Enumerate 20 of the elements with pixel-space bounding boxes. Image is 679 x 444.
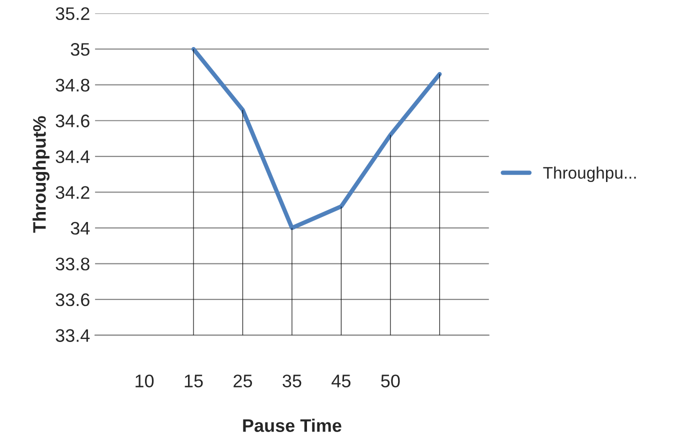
x-axis-title: Pause Time — [243, 418, 342, 432]
x-tick-label: 50 — [381, 374, 400, 388]
y-axis-title: Throughput% — [32, 116, 50, 233]
y-tick-label: 35 — [70, 43, 90, 56]
x-tick-label: 25 — [234, 374, 252, 388]
legend-label: Throughpu... — [543, 166, 636, 182]
y-tick-label: 34.4 — [56, 150, 90, 164]
y-tick-label: 34.6 — [56, 114, 90, 128]
y-tick-label: 34 — [70, 222, 90, 235]
y-tick-label: 33.6 — [56, 293, 90, 306]
y-tick-label: 35.2 — [56, 7, 90, 20]
x-tick-label: 10 — [136, 374, 154, 388]
x-tick-label: 35 — [282, 374, 302, 388]
y-tick-label: 33.4 — [56, 329, 90, 342]
y-tick-label: 33.8 — [56, 258, 90, 270]
line-series — [191, 47, 442, 230]
y-tick-label: 34.8 — [56, 78, 90, 92]
x-tick-label: 15 — [184, 374, 203, 388]
x-tick-label: 45 — [332, 374, 350, 388]
y-tick-label: 34.2 — [56, 186, 90, 199]
